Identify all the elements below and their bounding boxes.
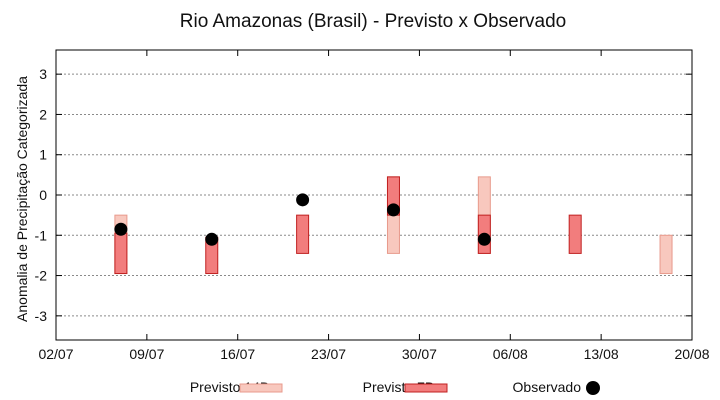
grid xyxy=(56,73,692,317)
forecast-7d-bar xyxy=(568,214,582,254)
x-tick-label: 13/08 xyxy=(584,346,619,362)
legend-swatch xyxy=(239,383,283,393)
x-tick-label: 20/08 xyxy=(674,346,709,362)
x-tick-label: 30/07 xyxy=(402,346,437,362)
x-tick-label: 09/07 xyxy=(129,346,164,362)
y-tick-label: -3 xyxy=(35,308,48,324)
y-tick-label: -1 xyxy=(35,227,48,243)
observed-point xyxy=(205,232,219,246)
legend-label: Observado xyxy=(513,379,582,395)
observed-point xyxy=(296,193,310,207)
y-tick-label: 2 xyxy=(39,106,47,122)
y-tick-label: -2 xyxy=(35,268,48,284)
legend-marker xyxy=(586,381,600,395)
forecast-14d-bar xyxy=(659,234,673,275)
observed-point xyxy=(477,232,491,246)
observed-point xyxy=(386,203,400,217)
observed-point xyxy=(114,222,128,236)
x-tick-label: 02/07 xyxy=(38,346,73,362)
legend: Previsto 14D Previsto 7D Observado xyxy=(190,379,600,395)
y-axis-label: Anomalia de Precipitação Categorizada xyxy=(14,76,30,322)
legend-swatch xyxy=(404,383,448,393)
x-tick-label: 23/07 xyxy=(311,346,346,362)
x-tick-label: 16/07 xyxy=(220,346,255,362)
forecast-7d-bar xyxy=(114,232,128,275)
y-tick-label: 3 xyxy=(39,66,47,82)
y-tick-label: 0 xyxy=(39,187,47,203)
y-tick-label: 1 xyxy=(39,147,47,163)
series-layer xyxy=(114,176,673,275)
x-tick-label: 06/08 xyxy=(493,346,528,362)
chart-title: Rio Amazonas (Brasil) - Previsto x Obser… xyxy=(180,11,566,32)
axis-ticks: -3 -2 -1 0 1 2 3 02/07 09/07 16/07 23/07 30/07 06/08… xyxy=(35,50,710,362)
forecast-7d-bar xyxy=(296,214,310,254)
